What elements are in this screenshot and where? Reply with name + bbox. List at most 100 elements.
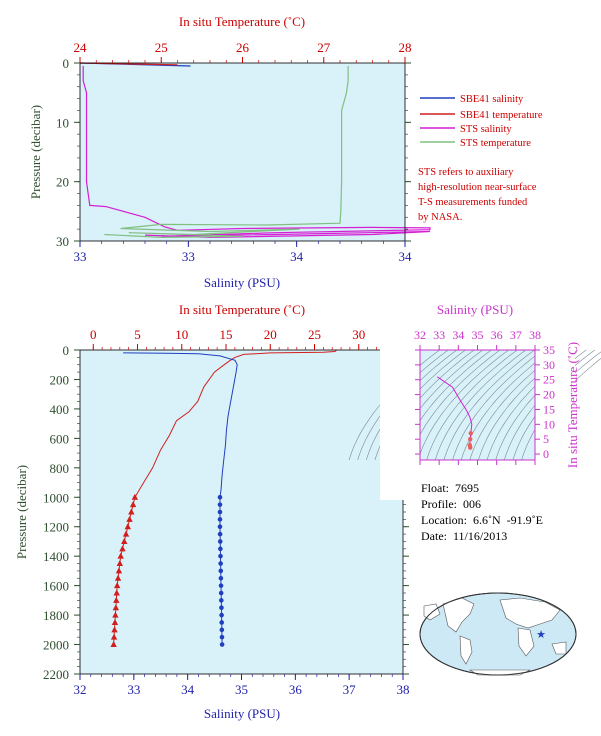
bottom-salinity-marker	[219, 620, 225, 625]
bottom-salinity-marker	[218, 583, 224, 588]
top-temperature-tick-label: 26	[236, 40, 250, 55]
bottom-temperature-marker	[122, 530, 130, 537]
ts-density-contour	[417, 349, 509, 461]
ts-temperature-tick-label: 25	[543, 373, 555, 387]
bottom-salinity-marker	[217, 539, 223, 544]
ts-density-contour	[426, 349, 518, 461]
ts-density-contour	[435, 349, 526, 461]
bottom-salinity-tick-label: 35	[235, 682, 248, 697]
ts-deep-point	[468, 431, 473, 436]
sts-note: STS refers to auxiliary high-resolution …	[418, 165, 598, 225]
land-north-america	[442, 597, 475, 633]
bottom-salinity-marker	[217, 509, 223, 515]
bottom-temperature-marker	[128, 508, 135, 515]
top-plot-area	[80, 63, 405, 241]
sts-note-line: high-resolution near-surface	[418, 182, 537, 193]
ts-temperature-axis-label: In situ Temperature (˚C)	[565, 342, 580, 468]
bottom-salinity-marker	[219, 627, 225, 633]
bottom-pressure-tick-label: 1400	[43, 549, 69, 564]
ts-salinity-tick-label: 36	[491, 328, 503, 342]
bottom-pressure-tick-label: 1800	[43, 608, 69, 623]
top-pressure-axis-label: Pressure (decibar)	[28, 105, 43, 199]
top-temperature-tick-label: 27	[317, 40, 331, 55]
top-chart: 33 33 34 34 24 25 26 27 28 0 10 20 30 In situ Temper…	[28, 14, 431, 290]
bottom-temperature-marker	[121, 537, 128, 544]
map-land	[423, 597, 567, 676]
bottom-salinity-marker	[218, 568, 224, 574]
bottom-salinity-marker	[218, 590, 224, 596]
bottom-temperature-marker	[112, 604, 120, 611]
sts-note-line: by NASA.	[418, 212, 463, 223]
top-pressure-tick-label: 30	[56, 234, 69, 249]
bottom-salinity-tick-label: 33	[127, 682, 140, 697]
ts-density-contours	[348, 310, 601, 500]
bottom-temperature-tick-label: 20	[264, 327, 277, 342]
ts-temperature-tick-label: 5	[543, 432, 549, 446]
bottom-temperature-marker	[113, 582, 121, 589]
bottom-temperature-marker	[124, 523, 131, 530]
bottom-plot-area	[80, 350, 403, 674]
bottom-pressure-tick-label: 400	[50, 402, 70, 417]
bottom-pressure-tick-label: 600	[50, 431, 70, 446]
bottom-salinity-marker	[219, 598, 224, 603]
sts-note-line: T-S measurements funded	[418, 197, 528, 208]
location: Location: 6.6˚N -91.9˚E	[421, 513, 543, 527]
profile-number: Profile: 006	[421, 497, 481, 511]
bottom-temperature-marker	[111, 626, 118, 633]
bottom-chart: 3233343536373805101520253035020040060080…	[14, 302, 410, 721]
ts-mask-right	[535, 310, 575, 500]
bottom-salinity-marker	[219, 612, 224, 618]
top-salinity-tick-label: 33	[182, 249, 195, 264]
top-pressure-tick-label: 20	[56, 175, 69, 190]
float-location-star-icon: ★	[536, 629, 546, 641]
legend-label-sbe41-temperature: SBE41 temperature	[460, 110, 543, 121]
bottom-pressure-tick-label: 200	[50, 372, 70, 387]
bottom-salinity-marker	[218, 553, 223, 559]
legend-label-sbe41-salinity: SBE41 salinity	[460, 94, 524, 105]
bottom-salinity-tick-label: 34	[181, 682, 195, 697]
bottom-salinity-marker	[218, 561, 223, 566]
bottom-temperature-marker	[112, 611, 119, 618]
top-pressure-tick-label: 10	[56, 115, 69, 130]
bottom-salinity-tick-label: 38	[397, 682, 410, 697]
bottom-salinity-marker	[217, 524, 223, 530]
top-pressure-tick-label: 0	[63, 56, 70, 71]
legend-label-sts-temperature: STS temperature	[460, 138, 531, 149]
map-outline	[419, 592, 577, 676]
bottom-salinity-tick-label: 36	[289, 682, 303, 697]
ts-density-contour	[452, 349, 544, 461]
top-axes: 33 33 34 34 24 25 26 27 28 0 10 20 30	[56, 40, 412, 264]
ts-plot-area	[420, 350, 535, 460]
top-series-sts-salinity	[82, 66, 431, 239]
bottom-temperature-marker	[131, 493, 139, 500]
ts-series-layer	[437, 376, 473, 450]
top-salinity-tick-label: 34	[290, 249, 304, 264]
top-salinity-axis-label: Salinity (PSU)	[204, 275, 280, 290]
bottom-pressure-axis-label: Pressure (decibar)	[14, 465, 29, 559]
ts-deep-point	[468, 445, 473, 450]
ts-temperature-tick-label: 20	[543, 388, 555, 402]
ts-curve	[437, 376, 473, 448]
bottom-pressure-tick-label: 1600	[43, 579, 69, 594]
bottom-temperature-marker	[119, 545, 126, 552]
date: Date: 11/16/2013	[421, 529, 508, 543]
bottom-temperature-marker	[113, 596, 120, 603]
top-temperature-tick-label: 24	[74, 40, 88, 55]
ts-salinity-tick-label: 38	[529, 328, 541, 342]
sts-note-line: STS refers to auxiliary	[418, 167, 514, 178]
bottom-temperature-marker	[129, 501, 137, 508]
bottom-salinity-marker	[219, 605, 224, 611]
top-salinity-tick-label: 33	[74, 249, 87, 264]
ts-temperature-tick-label: 10	[543, 417, 555, 431]
ts-salinity-axis-label: Salinity (PSU)	[437, 302, 513, 317]
bottom-salinity-marker	[217, 502, 223, 507]
world-map: ★	[419, 592, 577, 676]
bottom-pressure-tick-label: 0	[63, 343, 70, 358]
bottom-salinity-marker	[217, 517, 223, 522]
top-temperature-tick-label: 28	[399, 40, 412, 55]
ts-temperature-tick-label: 15	[543, 402, 555, 416]
ts-salinity-tick-label: 35	[472, 328, 484, 342]
